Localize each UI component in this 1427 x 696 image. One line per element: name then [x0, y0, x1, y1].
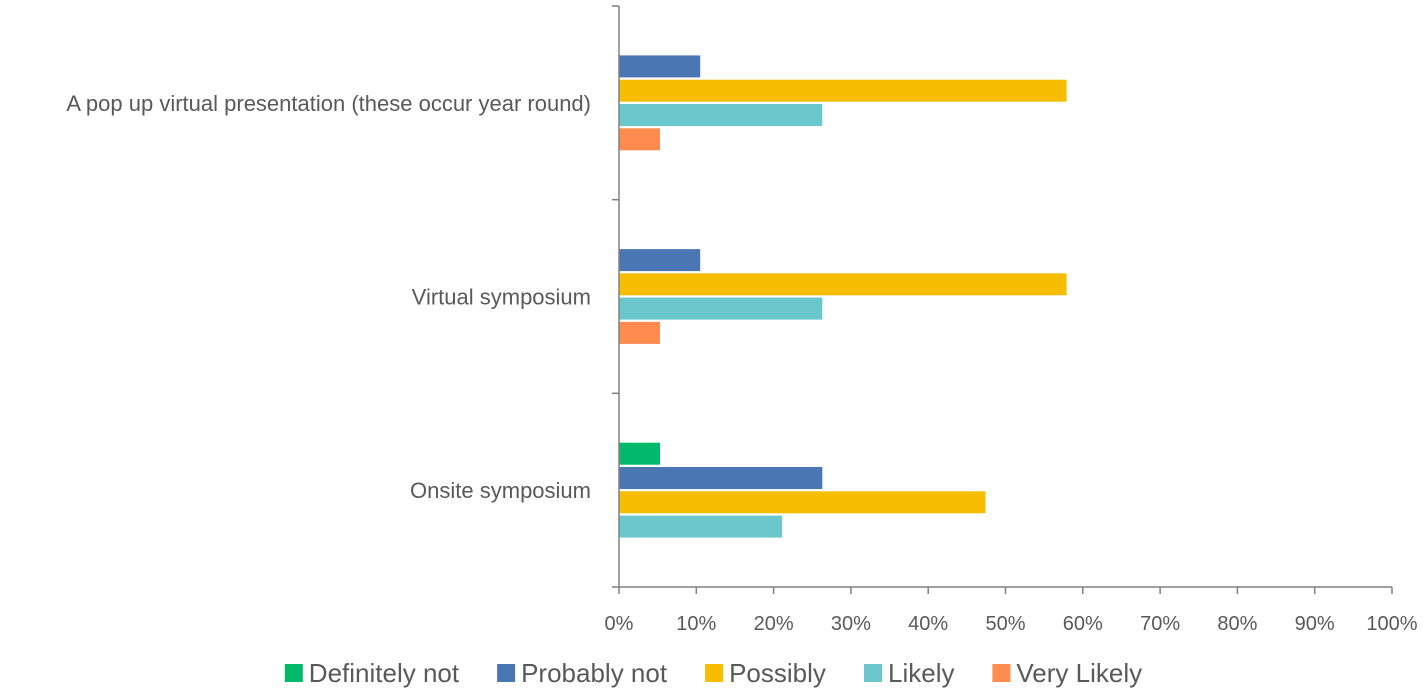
x-tick-label: 100% [1366, 613, 1417, 635]
category-label: Virtual symposium [412, 285, 591, 310]
bars-group [619, 55, 1067, 538]
legend-label-definitely-not: Definitely not [309, 658, 460, 688]
x-tick-label: 80% [1217, 613, 1257, 635]
legend-swatch-possibly [705, 664, 724, 682]
legend-label-likely: Likely [888, 658, 954, 688]
bar-probably-not-cat-0 [619, 55, 701, 78]
bar-probably-not-cat-1 [619, 249, 701, 272]
x-tick-label: 10% [676, 613, 716, 635]
category-label: A pop up virtual presentation (these occ… [66, 91, 591, 116]
bar-possibly-cat-2 [619, 491, 986, 514]
bar-likely-cat-1 [619, 297, 823, 320]
axes-group [612, 5, 1393, 594]
legend-swatch-likely [864, 664, 882, 682]
x-tick-label: 50% [985, 613, 1025, 635]
legend-swatch-definitely-not [284, 664, 303, 682]
bar-probably-not-cat-2 [619, 467, 823, 489]
x-tick-label: 90% [1295, 613, 1335, 635]
x-tick-label: 0% [605, 613, 634, 635]
category-labels: A pop up virtual presentation (these occ… [66, 91, 591, 503]
bar-very-likely-cat-0 [619, 128, 660, 151]
category-label: Onsite symposium [410, 478, 591, 503]
x-tick-label: 70% [1140, 613, 1180, 635]
legend-swatch-probably-not [497, 664, 516, 682]
x-tick-label: 30% [831, 613, 871, 635]
bar-definitely-not-cat-2 [619, 442, 660, 465]
legend-label-probably-not: Probably not [521, 658, 668, 688]
bar-likely-cat-0 [619, 104, 823, 126]
x-tick-label: 20% [754, 613, 794, 635]
legend-label-possibly: Possibly [729, 658, 826, 688]
bar-possibly-cat-0 [619, 79, 1067, 102]
x-tick-labels: 0% 10% 20% 30% 40% 50% 60% 70% 80% 90% 100% [605, 613, 1418, 635]
bar-possibly-cat-1 [619, 273, 1067, 296]
x-tick-label: 60% [1063, 613, 1103, 635]
bar-likely-cat-2 [619, 515, 783, 538]
legend: Definitely not Probably not Possibly Likely… [284, 658, 1142, 688]
legend-label-very-likely: Very Likely [1016, 658, 1142, 688]
legend-swatch-very-likely [992, 664, 1011, 682]
bar-very-likely-cat-1 [619, 321, 660, 344]
x-tick-label: 40% [908, 613, 948, 635]
